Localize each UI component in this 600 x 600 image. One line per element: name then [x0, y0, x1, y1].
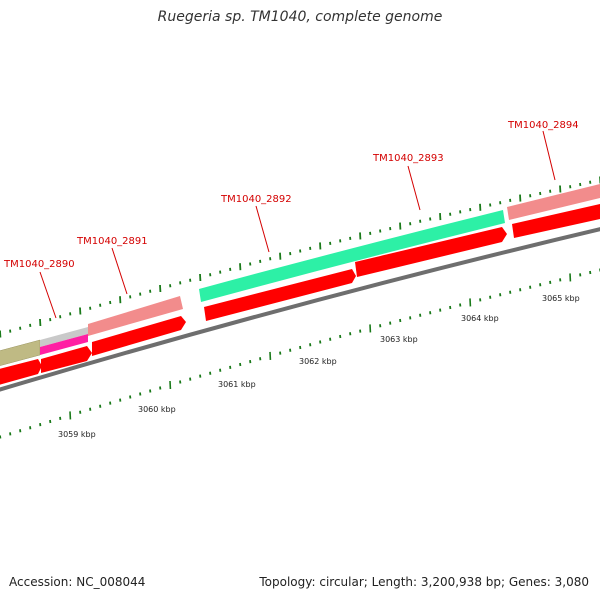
kbp-label-3060: 3060 kbp	[138, 405, 176, 414]
accession-text: Accession: NC_008044	[9, 575, 146, 589]
genome-summary-text: Topology: circular; Length: 3,200,938 bp…	[259, 575, 589, 589]
feature-ticks	[0, 176, 600, 338]
kbp-label-3061: 3061 kbp	[218, 380, 256, 389]
gene-label-tm1040-2890[interactable]: TM1040_2890	[3, 259, 75, 270]
cds-arrow-6[interactable]	[512, 204, 600, 238]
kbp-label-3059: 3059 kbp	[58, 430, 96, 439]
label-leaders	[39, 130, 556, 319]
cds-arrow-5[interactable]	[355, 227, 507, 277]
gene-label-tm1040-2892[interactable]: TM1040_2892	[220, 194, 292, 205]
genome-backbone	[0, 227, 600, 392]
cds-arrow-2[interactable]	[41, 346, 92, 373]
kbp-label-3064: 3064 kbp	[461, 314, 499, 323]
upper-feature-track	[0, 184, 600, 366]
cds-arrow-3[interactable]	[92, 316, 186, 356]
kbp-label-3062: 3062 kbp	[299, 357, 337, 366]
kbp-label-3063: 3063 kbp	[380, 335, 418, 344]
gene-label-tm1040-2891[interactable]: TM1040_2891	[76, 236, 148, 247]
cds-arrow-1[interactable]	[0, 359, 42, 386]
rrna-feature-tm1040-2892[interactable]	[199, 210, 505, 302]
coordinate-ticks	[0, 268, 600, 439]
cds-arrow-4[interactable]	[204, 269, 356, 321]
kbp-label-3065: 3065 kbp	[542, 294, 580, 303]
gene-label-tm1040-2893[interactable]: TM1040_2893	[372, 153, 444, 164]
gene-feature-tm1040-2894[interactable]	[507, 184, 600, 220]
trna-feature[interactable]	[40, 334, 88, 355]
gene-feature-tm1040-2891[interactable]	[88, 296, 183, 336]
grey-feature[interactable]	[40, 327, 88, 347]
gene-label-tm1040-2894[interactable]: TM1040_2894	[507, 120, 579, 131]
map-title: Ruegeria sp. TM1040, complete genome	[157, 9, 443, 25]
lower-feature-track	[0, 204, 600, 386]
